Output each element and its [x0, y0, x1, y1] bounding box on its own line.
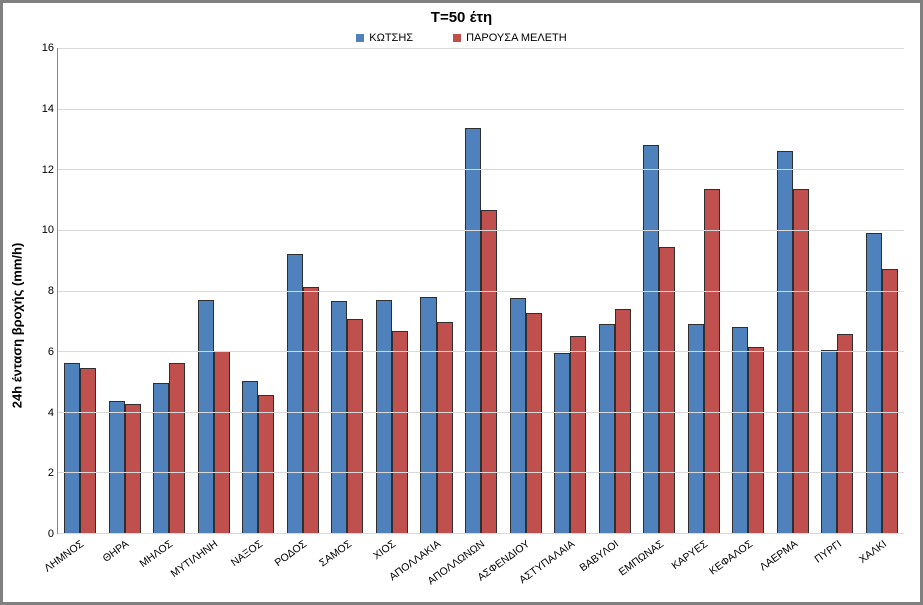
legend-label: ΠΑΡΟΥΣΑ ΜΕΛΕΤΗ	[466, 32, 567, 44]
bar-series-a	[242, 381, 258, 533]
bar-series-a	[198, 300, 214, 533]
bar-series-a	[331, 301, 347, 533]
bar-series-b	[526, 313, 542, 533]
bar-series-b	[837, 334, 853, 533]
bar-series-b	[214, 351, 230, 533]
bar-series-a	[554, 353, 570, 533]
bar-series-b	[793, 189, 809, 533]
gridline	[58, 48, 904, 49]
legend-swatch	[356, 34, 364, 42]
y-tick-label: 2	[48, 467, 54, 479]
x-tick-label: ΧΙΟΣ	[371, 538, 398, 562]
x-tick-label: ΠΥΡΓΙ	[813, 538, 845, 566]
bar-series-b	[481, 210, 497, 533]
x-label-slot: ΧΑΛΚΙ	[859, 534, 904, 602]
bar-series-b	[882, 269, 898, 533]
bar-series-a	[376, 300, 392, 533]
legend-item: ΚΩΤΣΗΣ	[356, 32, 413, 44]
y-tick-label: 16	[42, 42, 54, 54]
bar-series-a	[64, 363, 80, 533]
y-tick-label: 4	[48, 407, 54, 419]
bar-series-b	[659, 247, 675, 533]
bar-series-a	[732, 327, 748, 533]
bar-series-b	[392, 331, 408, 533]
bar-series-b	[303, 287, 319, 533]
bar-series-a	[821, 350, 837, 533]
y-axis-label: 24h ένταση βροχής (mm/h)	[10, 242, 25, 408]
gridline	[58, 291, 904, 292]
legend-item: ΠΑΡΟΥΣΑ ΜΕΛΕΤΗ	[453, 32, 567, 44]
x-label-slot: ΘΗΡΑ	[102, 534, 147, 602]
y-tick-label: 0	[48, 528, 54, 540]
bar-series-a	[866, 233, 882, 533]
bar-series-a	[777, 151, 793, 533]
chart-title: Τ=50 έτη	[3, 3, 920, 26]
legend-swatch	[453, 34, 461, 42]
chart-frame: Τ=50 έτη ΚΩΤΣΗΣ ΠΑΡΟΥΣΑ ΜΕΛΕΤΗ 24h ένταση…	[0, 0, 923, 605]
chart-body: 24h ένταση βροχής (mm/h) 0246810121416 Λ…	[3, 48, 920, 602]
legend-label: ΚΩΤΣΗΣ	[369, 32, 413, 44]
legend: ΚΩΤΣΗΣ ΠΑΡΟΥΣΑ ΜΕΛΕΤΗ	[3, 26, 920, 48]
y-tick-label: 8	[48, 285, 54, 297]
bar-series-b	[437, 322, 453, 533]
y-tick-label: 10	[42, 224, 54, 236]
bar-series-b	[570, 336, 586, 533]
x-label-slot: ΝΑΞΟΣ	[235, 534, 280, 602]
bar-series-a	[287, 254, 303, 533]
y-axis-label-column: 24h ένταση βροχής (mm/h)	[3, 48, 31, 602]
bar-series-a	[153, 383, 169, 533]
x-tick-label: ΧΑΛΚΙ	[857, 538, 889, 566]
gridline	[58, 230, 904, 231]
gridline	[58, 351, 904, 352]
y-tick-label: 14	[42, 103, 54, 115]
bar-series-a	[420, 297, 436, 533]
x-label-slot: ΠΥΡΓΙ	[815, 534, 860, 602]
bar-series-b	[80, 368, 96, 533]
bar-series-b	[704, 189, 720, 533]
x-label-slot: ΛΗΜΝΟΣ	[57, 534, 102, 602]
x-label-slot: ΛΑΕΡΜΑ	[770, 534, 815, 602]
plot-column: ΛΗΜΝΟΣΘΗΡΑΜΗΛΟΣΜΥΤΙΛΗΝΗΝΑΞΟΣΡΟΔΟΣΣΑΜΟΣΧΙ…	[57, 48, 920, 602]
y-tick-label: 6	[48, 346, 54, 358]
bar-series-a	[643, 145, 659, 533]
bar-series-b	[125, 404, 141, 533]
gridline	[58, 109, 904, 110]
x-tick-label: ΘΗΡΑ	[100, 538, 131, 565]
x-label-slot: ΜΥΤΙΛΗΝΗ	[191, 534, 236, 602]
gridline	[58, 169, 904, 170]
y-tick-column: 0246810121416	[31, 48, 57, 602]
gridline	[58, 412, 904, 413]
y-tick-label: 12	[42, 164, 54, 176]
x-label-slot: ΣΑΜΟΣ	[324, 534, 369, 602]
bar-series-a	[510, 298, 526, 533]
bar-series-b	[258, 395, 274, 533]
plot-area	[57, 48, 904, 534]
bar-series-a	[109, 401, 125, 533]
x-label-slot: ΡΟΔΟΣ	[280, 534, 325, 602]
bar-series-a	[599, 324, 615, 533]
bar-series-a	[688, 324, 704, 533]
gridline	[58, 472, 904, 473]
bar-series-b	[748, 347, 764, 533]
x-axis: ΛΗΜΝΟΣΘΗΡΑΜΗΛΟΣΜΥΤΙΛΗΝΗΝΑΞΟΣΡΟΔΟΣΣΑΜΟΣΧΙ…	[57, 534, 904, 602]
bar-series-b	[169, 363, 185, 533]
bar-series-b	[615, 309, 631, 533]
